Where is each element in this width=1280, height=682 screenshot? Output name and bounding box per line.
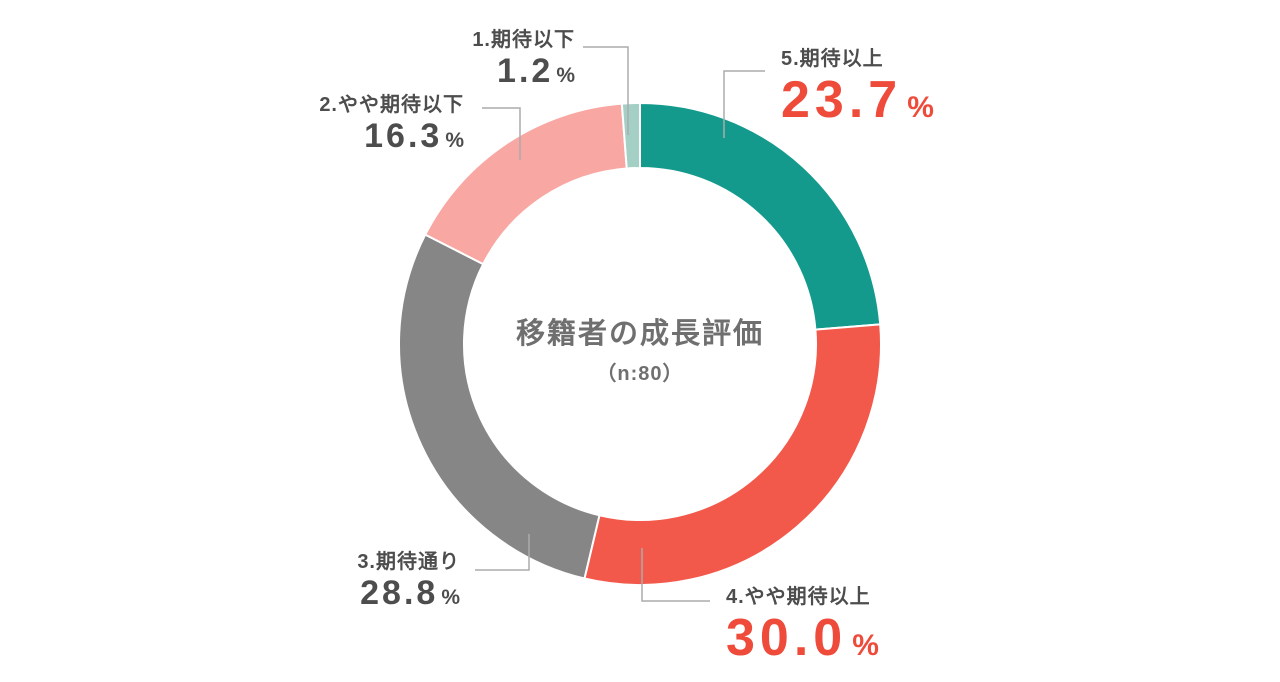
segment-label: 5.期待以上 <box>781 48 884 70</box>
leader-line-2-yaya-kitai-ika <box>482 107 521 160</box>
leader-lines <box>475 46 765 602</box>
callout-2-yaya-kitai-ika: 2.やや期待以下 16.3% <box>244 92 464 155</box>
segment-value: 28.8% <box>240 574 460 612</box>
callout-4-yaya-kitai-ijou: 4.やや期待以上 30.0% <box>726 584 879 666</box>
donut-segments <box>398 101 882 586</box>
percent-sign: % <box>445 129 464 152</box>
segment-value: 16.3% <box>244 117 464 155</box>
segment-percent: 1.2 <box>497 52 554 90</box>
percent-sign: % <box>852 629 879 662</box>
percent-sign: % <box>441 586 460 609</box>
segment-value: 1.2% <box>375 52 575 90</box>
callout-5-kitai-ijou: 5.期待以上 23.7% <box>781 46 934 128</box>
leader-line-4-yaya-kitai-ijou <box>641 548 710 602</box>
percent-sign: % <box>556 64 575 87</box>
segment-percent: 30.0 <box>726 609 848 667</box>
segment-label: 1.期待以下 <box>472 29 575 51</box>
callout-3-kitai-doori: 3.期待通り 28.8% <box>240 549 460 612</box>
percent-sign: % <box>907 91 934 124</box>
segment-value: 30.0% <box>726 611 879 666</box>
chart-title: 移籍者の成長評価 <box>515 318 765 350</box>
segment-label: 4.やや期待以上 <box>726 586 871 608</box>
pie-segment-5-kitai-ijou <box>639 102 882 331</box>
chart-sample-size: （n:80） <box>596 363 684 385</box>
segment-percent: 28.8 <box>360 574 439 612</box>
segment-percent: 16.3 <box>364 117 443 155</box>
leader-line-1-kitai-ika <box>583 46 629 135</box>
segment-value: 23.7% <box>781 73 934 128</box>
leader-line-3-kitai-doori <box>475 534 530 571</box>
segment-label: 2.やや期待以下 <box>319 94 464 116</box>
segment-label: 3.期待通り <box>357 551 460 573</box>
pie-segment-4-yaya-kitai-ijou <box>583 323 882 586</box>
leader-line-5-kitai-ijou <box>723 70 765 138</box>
pie-segment-3-kitai-doori <box>398 233 601 580</box>
callout-1-kitai-ika: 1.期待以下 1.2% <box>375 27 575 90</box>
chart-center-label: 移籍者の成長評価 （n:80） <box>516 318 764 386</box>
segment-percent: 23.7 <box>781 71 903 129</box>
